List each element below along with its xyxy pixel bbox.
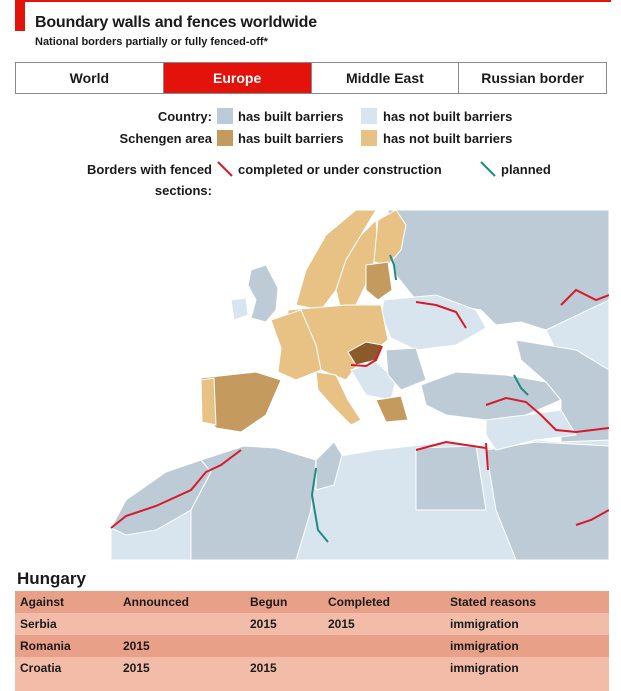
table-footer-strip: [15, 679, 609, 691]
cell-reasons: immigration: [445, 657, 609, 679]
cell-announced: [118, 613, 245, 635]
cell-against: Serbia: [15, 613, 118, 635]
header-stated-reasons: Stated reasons: [445, 591, 609, 613]
page-subtitle: National borders partially or fully fenc…: [35, 36, 268, 48]
country-italy: [315, 371, 362, 426]
cell-completed: [323, 657, 445, 679]
country-finland: [373, 210, 407, 266]
table-row: Croatia 2015 2015 immigration: [15, 657, 609, 679]
country-norway: [295, 210, 377, 311]
country-tunisia: [315, 441, 343, 491]
fence-completed-icon: [217, 161, 233, 177]
tab-europe[interactable]: Europe: [163, 63, 312, 93]
cell-against: Croatia: [15, 657, 118, 679]
europe-barrier-map: [16, 210, 609, 560]
tab-middle-east[interactable]: Middle East: [311, 63, 460, 93]
legend-schengen-not-built: has not built barriers: [383, 131, 513, 146]
legend-fence-completed: completed or under construction: [238, 162, 442, 177]
swatch-country-not-built: [361, 108, 377, 124]
header-announced: Announced: [118, 591, 245, 613]
top-rule: [15, 0, 611, 2]
fence-lines-planned: [310, 254, 529, 543]
swatch-country-built: [217, 108, 233, 124]
country-baltics: [365, 261, 393, 301]
page-title: Boundary walls and fences worldwide: [35, 14, 317, 31]
tab-russian-border[interactable]: Russian border: [459, 63, 606, 93]
country-france: [270, 309, 322, 381]
country-saudi-arabia: [485, 441, 609, 560]
legend-fence-planned: planned: [501, 162, 551, 177]
country-egypt: [415, 445, 487, 511]
table-header-row: Against Announced Begun Completed Stated…: [15, 591, 609, 613]
cell-reasons: immigration: [445, 635, 609, 657]
header-completed: Completed: [323, 591, 445, 613]
table-row: Serbia 2015 2015 immigration: [15, 613, 609, 635]
swatch-schengen-not-built: [361, 130, 377, 146]
country-ireland: [230, 297, 249, 321]
cell-begun: 2015: [245, 657, 323, 679]
fence-lines-completed: [110, 288, 609, 529]
country-greece: [375, 395, 409, 423]
country-syria-iraq: [485, 409, 577, 451]
table-title: Hungary: [17, 569, 86, 588]
legend-borders-label-2: sections:: [154, 183, 212, 198]
tab-world[interactable]: World: [16, 63, 164, 93]
cell-against: Romania: [15, 635, 118, 657]
country-turkey: [420, 371, 562, 421]
table-row: Romania 2015 immigration: [15, 635, 609, 657]
legend-schengen-built: has built barriers: [238, 131, 344, 146]
country-algeria: [190, 445, 317, 560]
header-begun: Begun: [245, 591, 323, 613]
cell-announced: 2015: [118, 657, 245, 679]
legend-country-not-built: has not built barriers: [383, 109, 513, 124]
legend-country-built: has built barriers: [238, 109, 344, 124]
country-caucasus-iran: [515, 339, 609, 443]
country-bulgaria-romania: [385, 347, 427, 391]
country-portugal: [200, 377, 217, 426]
cell-announced: 2015: [118, 635, 245, 657]
swatch-schengen-built: [217, 130, 233, 146]
cell-reasons: immigration: [445, 613, 609, 635]
fence-planned-icon: [480, 161, 496, 177]
cell-completed: 2015: [323, 613, 445, 635]
header-against: Against: [15, 591, 118, 613]
cell-begun: 2015: [245, 613, 323, 635]
legend-borders-label-1: Borders with fenced: [87, 162, 212, 177]
cell-completed: [323, 635, 445, 657]
region-tabs: World Europe Middle East Russian border: [15, 62, 607, 94]
red-accent-tab: [15, 0, 25, 31]
legend-schengen-label: Schengen area: [119, 131, 213, 146]
legend-country-label: Country:: [157, 109, 212, 124]
barrier-table: Against Announced Begun Completed Stated…: [15, 591, 609, 679]
cell-begun: [245, 635, 323, 657]
country-uk: [247, 264, 279, 323]
